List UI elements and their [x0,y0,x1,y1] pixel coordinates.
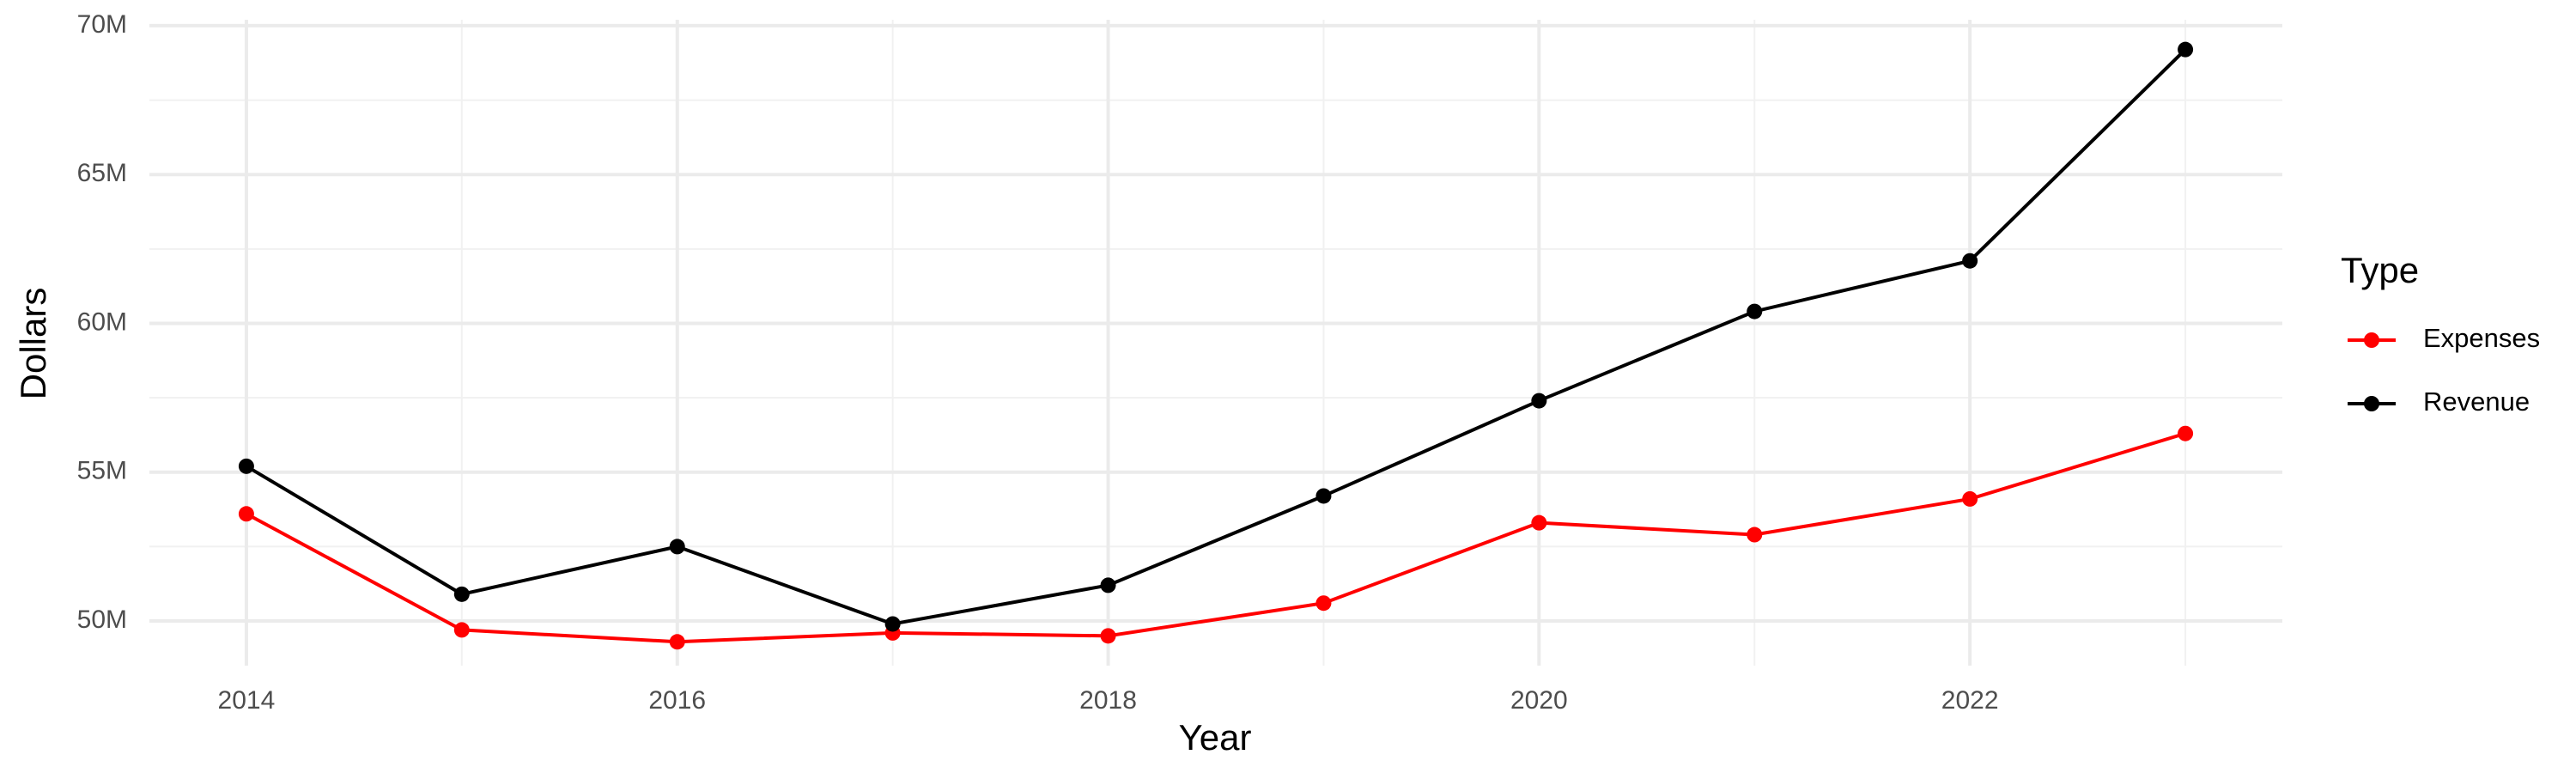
data-point [2178,41,2194,58]
y-tick-label: 65M [77,159,127,187]
data-point [884,616,901,632]
data-point [2178,425,2194,441]
x-tick-label: 2016 [648,686,706,715]
data-point [1747,526,1763,543]
series-line [245,431,2186,644]
data-point [1531,514,1547,531]
y-tick-label: 55M [77,457,127,485]
y-tick-label: 70M [77,10,127,39]
x-axis-title: Year [1179,717,1252,758]
data-point [1962,490,1978,507]
legend-key-point [2364,332,2379,348]
x-tick-label: 2018 [1079,686,1137,715]
data-point [669,539,685,555]
x-tick-label: 2020 [1510,686,1568,715]
legend-label: Expenses [2423,323,2540,353]
data-point [1962,253,1978,269]
data-point [453,586,470,602]
data-point [1100,628,1116,644]
x-tick-label: 2022 [1941,686,1999,715]
y-tick-label: 50M [77,606,127,634]
data-point [1100,577,1116,593]
y-axis-title: Dollars [13,288,53,400]
data-point [1315,488,1332,504]
data-point [238,506,254,522]
data-point [1315,595,1332,612]
x-tick-label: 2014 [218,686,276,715]
legend-title: Type [2341,250,2419,290]
data-point [453,622,470,638]
data-point [669,634,685,650]
legend-key-point [2364,396,2379,411]
data-point [1531,393,1547,409]
data-point [238,458,254,474]
series-line [245,48,2187,626]
y-tick-label: 60M [77,307,127,336]
legend-label: Revenue [2423,386,2530,417]
data-point [1747,303,1763,320]
